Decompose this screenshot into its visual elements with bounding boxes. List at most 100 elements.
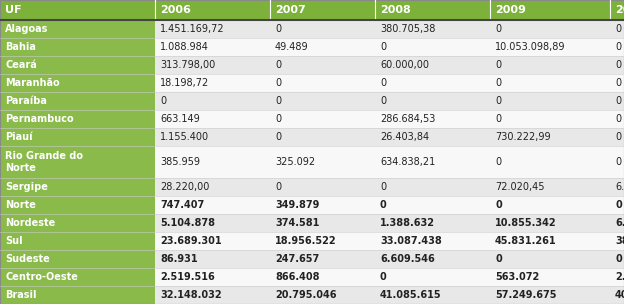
Text: 45.831.261: 45.831.261 — [495, 236, 557, 246]
Text: Bahia: Bahia — [5, 42, 36, 52]
Bar — [375, 92, 490, 110]
Text: 634.838,21: 634.838,21 — [380, 157, 436, 167]
Text: 1.155.400: 1.155.400 — [160, 132, 209, 142]
Bar — [610, 196, 624, 214]
Bar — [270, 146, 375, 178]
Bar — [610, 286, 624, 304]
Text: 0: 0 — [615, 42, 621, 52]
Text: Maranhão: Maranhão — [5, 78, 60, 88]
Text: 2.519.516: 2.519.516 — [160, 272, 215, 282]
Bar — [490, 232, 610, 250]
Bar — [0, 146, 155, 178]
Text: 0: 0 — [495, 114, 501, 124]
Text: Rio Grande do
Norte: Rio Grande do Norte — [5, 151, 83, 173]
Text: Piauí: Piauí — [5, 132, 32, 142]
Bar — [155, 0, 270, 20]
Bar — [0, 74, 155, 92]
Bar — [610, 214, 624, 232]
Text: 563.072: 563.072 — [495, 272, 539, 282]
Bar — [610, 250, 624, 268]
Text: 1.388.632: 1.388.632 — [380, 218, 435, 228]
Bar — [0, 196, 155, 214]
Text: 730.222,99: 730.222,99 — [495, 132, 550, 142]
Bar — [270, 128, 375, 146]
Bar — [375, 146, 490, 178]
Bar — [270, 286, 375, 304]
Bar — [490, 128, 610, 146]
Bar — [155, 110, 270, 128]
Text: 0: 0 — [160, 96, 166, 106]
Bar — [0, 128, 155, 146]
Bar — [155, 92, 270, 110]
Text: 2007: 2007 — [275, 5, 306, 15]
Bar — [610, 56, 624, 74]
Text: Norte: Norte — [5, 200, 36, 210]
Text: 72.020,45: 72.020,45 — [495, 182, 545, 192]
Bar — [155, 268, 270, 286]
Text: 0: 0 — [615, 60, 621, 70]
Bar — [155, 20, 270, 38]
Text: 2010: 2010 — [615, 5, 624, 15]
Text: Sul: Sul — [5, 236, 22, 246]
Bar — [270, 196, 375, 214]
Bar — [0, 38, 155, 56]
Text: 6.609.546: 6.609.546 — [380, 254, 435, 264]
Bar — [155, 196, 270, 214]
Bar — [0, 286, 155, 304]
Text: 2008: 2008 — [380, 5, 411, 15]
Text: 32.148.032: 32.148.032 — [160, 290, 222, 300]
Bar — [610, 146, 624, 178]
Bar — [610, 128, 624, 146]
Bar — [375, 178, 490, 196]
Text: UF: UF — [5, 5, 21, 15]
Bar — [490, 38, 610, 56]
Text: 0: 0 — [380, 182, 386, 192]
Bar — [490, 0, 610, 20]
Text: Centro-Oeste: Centro-Oeste — [5, 272, 78, 282]
Text: 0: 0 — [495, 157, 501, 167]
Text: 380.705,38: 380.705,38 — [380, 24, 436, 34]
Text: 663.149: 663.149 — [160, 114, 200, 124]
Bar — [270, 38, 375, 56]
Bar — [155, 128, 270, 146]
Text: 0: 0 — [380, 272, 387, 282]
Bar — [610, 110, 624, 128]
Bar — [490, 92, 610, 110]
Bar — [270, 0, 375, 20]
Bar — [490, 268, 610, 286]
Text: 385.959: 385.959 — [160, 157, 200, 167]
Text: Ceará: Ceará — [5, 60, 37, 70]
Text: 10.053.098,89: 10.053.098,89 — [495, 42, 565, 52]
Bar — [0, 178, 155, 196]
Text: 1.451.169,72: 1.451.169,72 — [160, 24, 225, 34]
Bar — [0, 232, 155, 250]
Bar — [610, 232, 624, 250]
Bar — [490, 196, 610, 214]
Text: 0: 0 — [615, 96, 621, 106]
Bar — [375, 232, 490, 250]
Bar — [155, 38, 270, 56]
Text: 40.902.526: 40.902.526 — [615, 290, 624, 300]
Text: 18.956.522: 18.956.522 — [275, 236, 336, 246]
Bar — [375, 128, 490, 146]
Text: 0: 0 — [615, 132, 621, 142]
Text: 0: 0 — [380, 96, 386, 106]
Bar — [155, 232, 270, 250]
Text: 60.000,00: 60.000,00 — [380, 60, 429, 70]
Text: 0: 0 — [275, 96, 281, 106]
Text: 0: 0 — [495, 200, 502, 210]
Bar — [490, 286, 610, 304]
Bar — [0, 110, 155, 128]
Text: 2006: 2006 — [160, 5, 191, 15]
Bar — [0, 268, 155, 286]
Bar — [375, 38, 490, 56]
Text: 26.403,84: 26.403,84 — [380, 132, 429, 142]
Bar — [375, 56, 490, 74]
Text: 0: 0 — [615, 114, 621, 124]
Text: 247.657: 247.657 — [275, 254, 319, 264]
Text: 0: 0 — [275, 24, 281, 34]
Text: 0: 0 — [495, 96, 501, 106]
Bar — [155, 146, 270, 178]
Text: 23.689.301: 23.689.301 — [160, 236, 222, 246]
Bar — [155, 74, 270, 92]
